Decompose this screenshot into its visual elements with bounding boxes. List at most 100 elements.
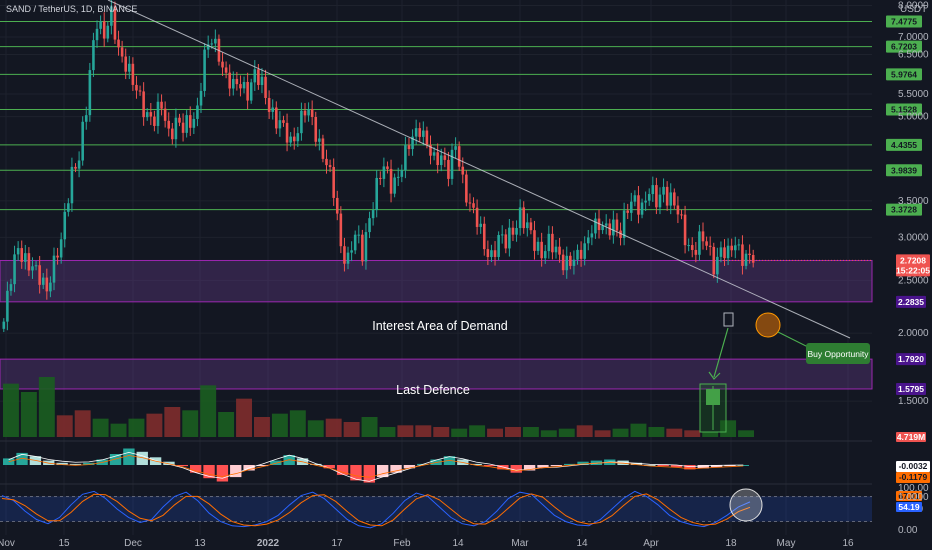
level-badge	[886, 203, 922, 216]
macd-bar	[109, 454, 122, 465]
level-badge-text: 6.7203	[891, 42, 917, 52]
candle-body	[665, 186, 669, 206]
candle-body	[361, 234, 364, 262]
macd-bar	[363, 465, 375, 483]
macd-line	[8, 451, 744, 482]
volume-bar	[236, 398, 252, 437]
candle-body	[120, 47, 124, 57]
candle-body	[561, 254, 565, 271]
candle-body	[533, 230, 536, 251]
candle-body	[590, 233, 594, 238]
candle-body	[454, 146, 457, 150]
candle-body	[687, 245, 690, 247]
candle-body	[422, 130, 425, 137]
candle-body	[737, 244, 741, 246]
time-tick-label: 13	[194, 538, 206, 549]
time-tick-label: Nov	[0, 538, 15, 549]
volume-bar	[630, 423, 647, 437]
candle-body	[13, 254, 16, 285]
candle-body	[106, 25, 110, 39]
volume-bar	[218, 412, 235, 437]
candle-body	[443, 155, 447, 160]
candle-body	[59, 239, 63, 258]
candle-body	[210, 43, 214, 45]
macd-bar	[483, 465, 496, 467]
volume-bar	[307, 420, 324, 437]
candle-body	[235, 78, 239, 85]
macd-bar	[336, 465, 349, 475]
candle-body	[339, 213, 343, 247]
volume-bar	[361, 417, 378, 437]
candle-body	[314, 116, 318, 142]
candle-body	[465, 174, 468, 203]
candle-body	[81, 121, 84, 161]
macd-bar	[176, 465, 188, 467]
volume-bar	[522, 427, 539, 437]
candle-body	[698, 231, 701, 255]
candle-body	[526, 222, 529, 229]
candle-body	[275, 107, 278, 129]
zones	[0, 259, 873, 390]
time-tick-label: May	[777, 538, 796, 549]
level-badge-text: 3.9839	[891, 165, 917, 175]
candle-body	[622, 210, 626, 238]
candle-body	[626, 210, 629, 213]
candle-body	[393, 177, 396, 194]
grid	[0, 0, 872, 535]
current-price-text: 2.7208	[900, 255, 926, 265]
macd-bar	[203, 465, 215, 479]
candle-body	[475, 207, 479, 227]
candle-body	[346, 252, 350, 264]
candle-body	[601, 225, 604, 231]
candle-body	[662, 186, 665, 195]
macd-bar	[390, 465, 402, 473]
stoch-tick-label: 0.00	[898, 525, 918, 536]
price-tick-label: 2.0000	[898, 328, 929, 339]
candle-body	[328, 165, 332, 167]
candle-body	[292, 136, 296, 142]
candle-body	[748, 253, 751, 256]
volume-bar	[74, 410, 91, 437]
macd-bar	[697, 465, 709, 469]
candle-body	[497, 235, 500, 257]
volume-bar	[110, 423, 127, 437]
candle-body	[551, 233, 554, 253]
volume-bar	[56, 415, 73, 437]
level-badge	[886, 40, 922, 53]
candle-body	[482, 223, 486, 250]
candle-body	[493, 250, 497, 257]
candle-body	[181, 122, 185, 133]
candle-body	[260, 76, 264, 86]
macd-bar	[550, 465, 562, 467]
candle-body	[113, 6, 117, 40]
macd-bar	[470, 463, 482, 465]
candle-body	[16, 248, 20, 255]
candle-body	[439, 155, 443, 166]
volume-bar	[182, 410, 199, 437]
candle-body	[231, 78, 235, 89]
candle-body	[289, 136, 292, 143]
zone-price-badge-text: 1.7920	[898, 354, 924, 364]
level-badge-text: 3.3728	[891, 205, 917, 215]
candle-body	[357, 234, 361, 236]
candle-body	[536, 241, 540, 251]
highlight-candle-box	[723, 312, 734, 327]
candle-body	[432, 152, 436, 156]
time-tick-label: Dec	[124, 538, 142, 549]
price-tick-label: 1.0000	[898, 492, 929, 503]
price-tick-label: 5.5000	[898, 89, 929, 100]
macd-bar	[216, 465, 229, 482]
candle-body	[651, 185, 655, 195]
candle-body	[142, 91, 145, 118]
time-tick-label: 14	[576, 538, 588, 549]
candle-body	[730, 245, 733, 251]
volume-bar	[720, 420, 737, 437]
volume-bar	[38, 377, 55, 437]
candle-body	[264, 76, 267, 98]
zone-price-badge	[896, 295, 926, 308]
volume-bar	[738, 430, 754, 437]
descending-trendline	[107, 0, 851, 339]
